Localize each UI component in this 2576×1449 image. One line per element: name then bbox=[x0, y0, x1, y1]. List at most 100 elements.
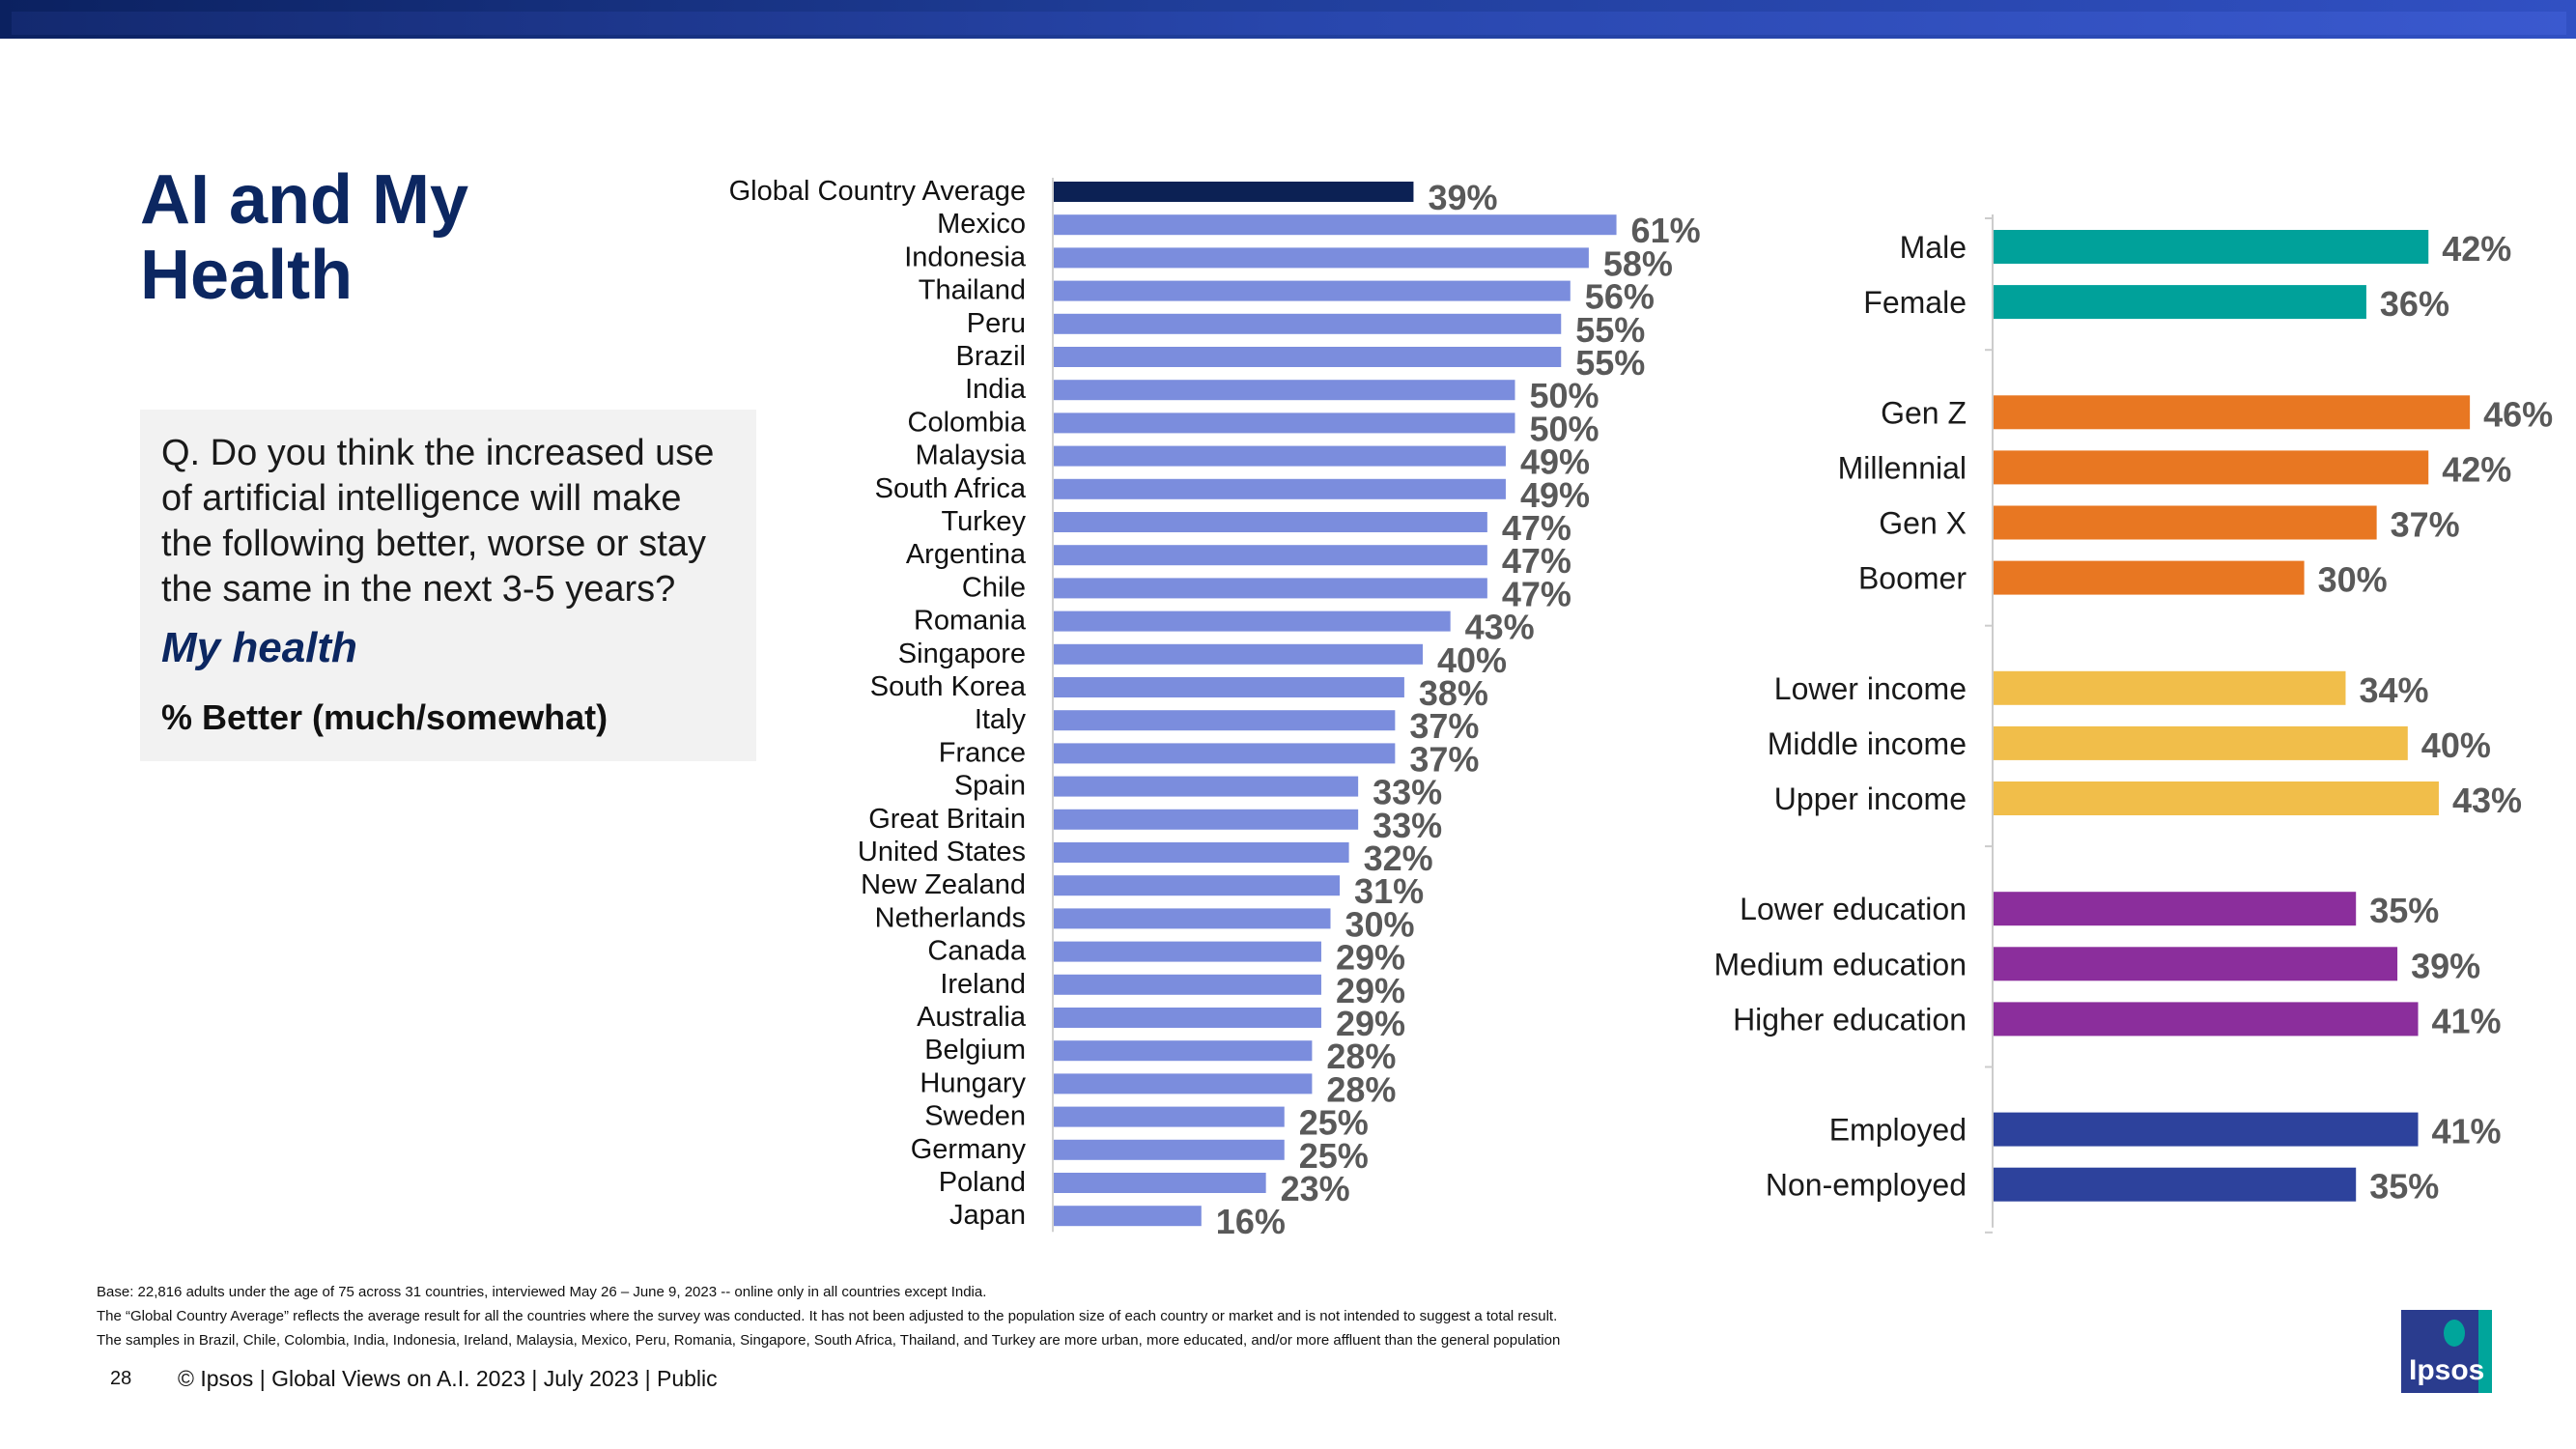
demo-bar bbox=[1994, 230, 2429, 264]
country-bar bbox=[1054, 512, 1487, 532]
demo-value-label: 36% bbox=[2380, 284, 2449, 324]
demo-bar bbox=[1994, 725, 2408, 760]
country-label: Germany bbox=[911, 1134, 1027, 1165]
country-bar bbox=[1054, 908, 1331, 929]
country-value-label: 25% bbox=[1299, 1103, 1369, 1143]
page-number: 28 bbox=[110, 1368, 132, 1389]
copyright: © Ipsos | Global Views on A.I. 2023 | Ju… bbox=[178, 1366, 718, 1391]
question-metric: % Better (much/somewhat) bbox=[161, 697, 609, 737]
demo-value-label: 37% bbox=[2391, 505, 2460, 545]
country-label: Argentina bbox=[906, 539, 1027, 570]
country-bar bbox=[1054, 347, 1562, 367]
country-label: Peru bbox=[967, 308, 1026, 339]
footnote-samples: The samples in Brazil, Chile, Colombia, … bbox=[97, 1332, 1561, 1349]
demo-bar bbox=[1994, 1112, 2419, 1147]
country-label: Japan bbox=[949, 1200, 1026, 1231]
footnote-base: Base: 22,816 adults under the age of 75 … bbox=[97, 1284, 987, 1300]
country-label: Romania bbox=[914, 606, 1027, 637]
country-value-label: 49% bbox=[1520, 475, 1590, 515]
demo-bar bbox=[1994, 947, 2398, 981]
demo-bar bbox=[1994, 395, 2471, 430]
question-box: Q. Do you think the increased use of art… bbox=[140, 410, 756, 761]
country-label: Australia bbox=[917, 1002, 1027, 1033]
demo-value-label: 35% bbox=[2369, 1167, 2439, 1207]
country-bar bbox=[1054, 1139, 1285, 1160]
country-label: Thailand bbox=[919, 275, 1026, 306]
demo-value-label: 42% bbox=[2442, 449, 2511, 489]
demo-value-label: 46% bbox=[2483, 394, 2553, 434]
country-label: Indonesia bbox=[904, 242, 1027, 272]
country-value-label: 47% bbox=[1502, 541, 1571, 581]
demo-label: Lower education bbox=[1740, 892, 1967, 926]
country-label: Malaysia bbox=[916, 440, 1027, 471]
country-label: Colombia bbox=[908, 407, 1027, 438]
country-bar bbox=[1054, 545, 1487, 566]
demo-label: Higher education bbox=[1733, 1002, 1967, 1037]
country-value-label: 39% bbox=[1428, 178, 1497, 217]
demo-value-label: 42% bbox=[2442, 229, 2511, 269]
country-label: Belgium bbox=[924, 1035, 1026, 1065]
country-value-label: 25% bbox=[1299, 1136, 1369, 1176]
country-label: New Zealand bbox=[861, 869, 1026, 900]
country-value-label: 49% bbox=[1520, 442, 1590, 482]
country-bar bbox=[1054, 1106, 1285, 1127]
top-banner-inner bbox=[12, 12, 2566, 35]
demo-bar bbox=[1994, 781, 2439, 815]
country-bar bbox=[1054, 941, 1321, 962]
demo-value-label: 30% bbox=[2318, 560, 2388, 600]
country-bar bbox=[1054, 380, 1515, 401]
ipsos-logo-text: Ipsos bbox=[2409, 1354, 2485, 1386]
country-bar bbox=[1054, 776, 1359, 797]
country-label: Spain bbox=[954, 771, 1026, 802]
country-value-label: 31% bbox=[1354, 871, 1424, 911]
country-value-label: 40% bbox=[1437, 640, 1507, 680]
country-bar bbox=[1054, 875, 1341, 896]
ipsos-logo-mark bbox=[2444, 1320, 2465, 1347]
country-label: Brazil bbox=[955, 341, 1026, 372]
question-text: Q. Do you think the increased use of art… bbox=[161, 433, 715, 610]
demo-bar bbox=[1994, 560, 2305, 595]
country-value-label: 33% bbox=[1373, 806, 1442, 845]
country-label: France bbox=[939, 737, 1026, 768]
country-value-label: 32% bbox=[1364, 838, 1433, 878]
ipsos-logo-accent bbox=[2478, 1310, 2492, 1393]
country-bar bbox=[1054, 280, 1571, 301]
country-label: Global Country Average bbox=[729, 176, 1026, 207]
country-label: Ireland bbox=[940, 969, 1026, 1000]
country-value-label: 47% bbox=[1502, 508, 1571, 548]
country-bar bbox=[1054, 809, 1359, 830]
demo-value-label: 43% bbox=[2452, 781, 2522, 820]
country-value-label: 55% bbox=[1575, 310, 1645, 350]
country-value-label: 50% bbox=[1530, 409, 1599, 448]
demo-label: Female bbox=[1863, 285, 1967, 320]
country-label: Sweden bbox=[924, 1101, 1026, 1132]
country-bar bbox=[1054, 1008, 1321, 1028]
country-bar bbox=[1054, 214, 1617, 236]
footnote-average: The “Global Country Average” reflects th… bbox=[97, 1308, 1558, 1324]
demo-label: Boomer bbox=[1858, 561, 1967, 596]
country-bar bbox=[1054, 710, 1396, 731]
country-label: Great Britain bbox=[868, 804, 1026, 835]
country-bar bbox=[1054, 578, 1487, 599]
country-bar bbox=[1054, 1073, 1313, 1094]
country-label: Turkey bbox=[941, 506, 1026, 537]
question-topic: My health bbox=[161, 624, 357, 671]
country-bar bbox=[1054, 643, 1423, 665]
demo-label: Employed bbox=[1829, 1113, 1967, 1148]
country-value-label: 28% bbox=[1326, 1037, 1396, 1076]
country-bar bbox=[1054, 611, 1451, 632]
demo-value-label: 34% bbox=[2359, 670, 2428, 710]
demo-label: Middle income bbox=[1768, 726, 1967, 761]
country-value-label: 30% bbox=[1345, 904, 1415, 944]
country-value-label: 61% bbox=[1631, 211, 1701, 250]
country-bar bbox=[1054, 1040, 1313, 1062]
demo-value-label: 41% bbox=[2432, 1112, 2502, 1151]
country-bar bbox=[1054, 743, 1396, 764]
country-value-label: 43% bbox=[1465, 608, 1535, 647]
country-value-label: 33% bbox=[1373, 773, 1442, 812]
country-bar bbox=[1054, 1173, 1266, 1193]
country-value-label: 37% bbox=[1409, 706, 1479, 746]
country-value-label: 23% bbox=[1281, 1169, 1350, 1208]
demo-label: Upper income bbox=[1774, 781, 1967, 816]
